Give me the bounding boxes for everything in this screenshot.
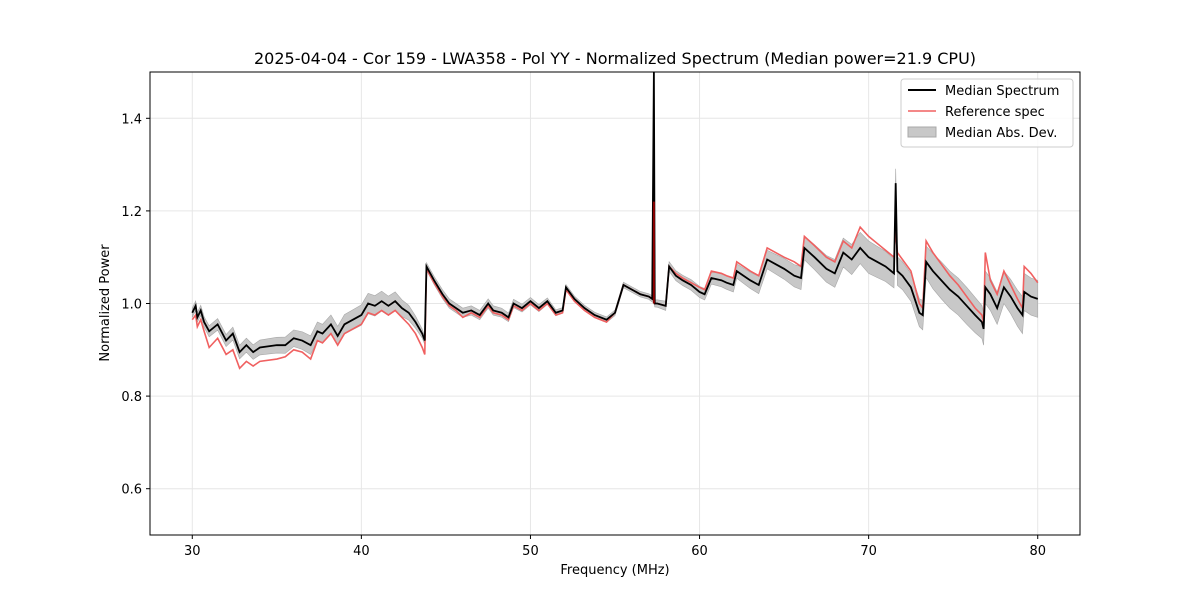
x-axis: 30 40 50 60 70 80: [184, 535, 1046, 559]
x-tick-label: 60: [691, 544, 708, 559]
x-tick-label: 80: [1029, 544, 1046, 559]
x-tick-label: 30: [184, 544, 201, 559]
legend: Median Spectrum Reference spec Median Ab…: [900, 78, 1074, 148]
y-tick-label: 1.4: [121, 112, 142, 127]
y-tick-label: 1.0: [121, 298, 142, 313]
x-tick-label: 50: [522, 544, 539, 559]
x-tick-label: 70: [860, 544, 877, 559]
y-tick-label: 0.8: [121, 390, 142, 405]
y-tick-label: 1.2: [121, 205, 142, 220]
chart-title: 2025-04-04 - Cor 159 - LWA358 - Pol YY -…: [254, 49, 976, 68]
legend-box: [900, 78, 1074, 148]
y-tick-label: 0.6: [121, 483, 142, 498]
legend-median-label: Median Spectrum: [945, 84, 1059, 99]
legend-mad-label: Median Abs. Dev.: [945, 126, 1057, 141]
median-spectrum-line: [191, 72, 1039, 354]
legend-mad-swatch: [907, 126, 937, 138]
y-axis-label: Normalized Power: [98, 244, 113, 362]
y-axis: 0.6 0.8 1.0 1.2 1.4: [121, 112, 150, 498]
x-axis-label: Frequency (MHz): [560, 563, 669, 578]
x-tick-label: 40: [353, 544, 370, 559]
legend-reference-label: Reference spec: [945, 105, 1045, 120]
